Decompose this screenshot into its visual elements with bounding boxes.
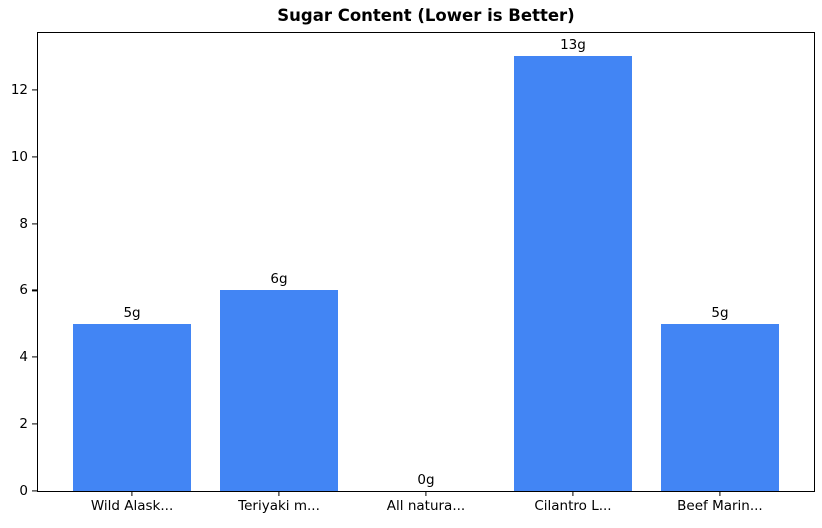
y-axis-tick — [32, 356, 37, 358]
y-axis-tick — [32, 423, 37, 425]
bar — [514, 56, 632, 491]
y-axis-tick-label: 8 — [19, 215, 28, 232]
bar — [661, 323, 779, 491]
bar — [220, 290, 338, 491]
y-axis-tick-label: 2 — [19, 416, 28, 433]
bar-value-label: 5g — [711, 304, 729, 321]
x-axis-tick — [572, 491, 574, 496]
x-axis-tick-label: Teriyaki m... — [238, 498, 320, 514]
x-axis-tick-label: Beef Marin... — [677, 498, 763, 514]
x-axis-tick-label: Wild Alask... — [90, 498, 174, 514]
bar-value-label: 0g — [417, 472, 435, 488]
x-axis-tick — [131, 491, 133, 496]
x-axis-tick — [278, 491, 280, 496]
y-axis-tick — [32, 289, 37, 291]
y-axis-tick-label: 0 — [19, 483, 28, 499]
y-axis-tick-label: 10 — [10, 148, 28, 165]
x-axis-tick — [719, 491, 721, 496]
chart-title: Sugar Content (Lower is Better) — [277, 6, 575, 25]
y-axis-tick — [32, 89, 37, 91]
x-axis-tick — [425, 491, 427, 496]
y-axis-tick-label: 4 — [19, 349, 28, 366]
y-axis-tick-label: 6 — [19, 282, 28, 299]
y-axis-tick — [32, 490, 37, 492]
y-axis-tick-label: 12 — [10, 81, 28, 98]
plot-area: 0 2 4 6 8 10 12 5g Wild Alask... 6g Teriyaki m... 0… — [11, 32, 815, 514]
y-axis-tick — [32, 222, 37, 225]
bar-value-label: 13g — [560, 37, 586, 54]
bar-value-label: 5g — [123, 304, 141, 321]
y-axis-tick — [32, 156, 37, 158]
bar — [73, 323, 191, 491]
x-axis-tick-label: Cilantro L... — [534, 498, 612, 514]
bar-value-label: 6g — [270, 271, 288, 288]
x-axis-tick-label: All natura... — [386, 498, 466, 514]
